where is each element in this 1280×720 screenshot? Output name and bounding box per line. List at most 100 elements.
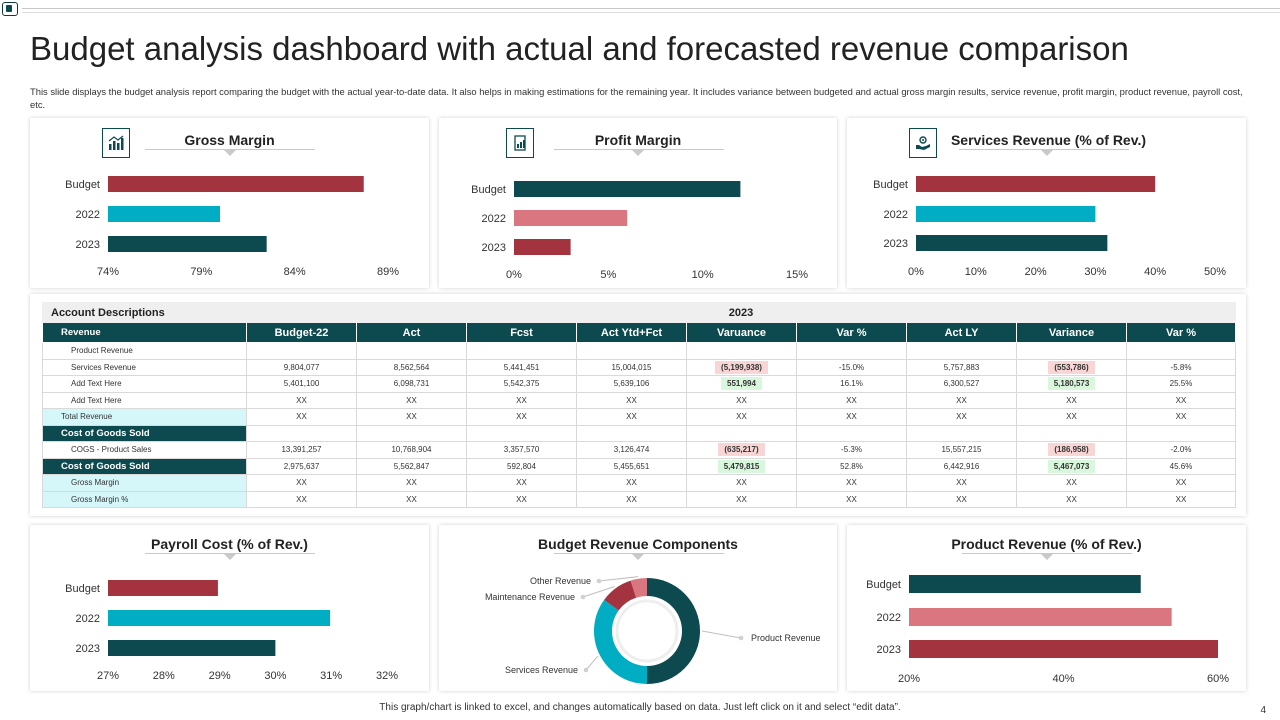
table-cell: XX	[906, 474, 1017, 492]
tick-label: 10%	[692, 269, 714, 281]
table-cell: XX	[1125, 391, 1237, 409]
slice-product-revenue	[647, 578, 700, 684]
tick-label: 27%	[97, 670, 119, 682]
tick-label: 40%	[1144, 266, 1166, 278]
column-header: Variance	[1016, 322, 1127, 343]
row-label: Total Revenue	[42, 408, 247, 426]
tick-label: 29%	[209, 670, 231, 682]
bar-2022	[108, 610, 331, 626]
table-cell: 551,994	[686, 375, 797, 393]
services-revenue-chart: Budget 2022 2023 0% 10% 20% 30% 40% 50%	[873, 176, 1226, 278]
table-cell	[796, 424, 907, 442]
table-cell: XX	[356, 408, 467, 426]
category-label: 2022	[76, 209, 100, 221]
category-label: 2022	[76, 613, 100, 625]
row-label: Gross Margin	[42, 474, 247, 492]
slice-label: Maintenance Revenue	[485, 592, 575, 602]
column-header: Act Ytd+Fct	[576, 322, 687, 343]
row-label: Add Text Here	[42, 391, 247, 409]
slice-other-revenue	[630, 578, 647, 598]
table-cell: XX	[466, 391, 577, 409]
table-cell: 6,300,527	[906, 375, 1017, 393]
bar-2022	[514, 210, 628, 226]
table-cell: (186,958)	[1016, 441, 1127, 459]
table-cell: 5,562,847	[356, 457, 467, 475]
table-cell: XX	[466, 408, 577, 426]
table-cell: XX	[246, 490, 357, 508]
category-label: 2023	[884, 238, 908, 250]
table-row: COGS - Product Sales 13,391,257 10,768,904…	[42, 441, 1237, 459]
page-title: Budget analysis dashboard with actual an…	[30, 30, 1129, 67]
bar-2022	[916, 206, 1096, 222]
table-cell: XX	[1125, 408, 1237, 426]
table-cell: XX	[1016, 474, 1127, 492]
table-row: Total Revenue XX XX XX XX XX XX XX XX XX	[42, 408, 1237, 426]
row-label: Gross Margin %	[42, 490, 247, 508]
table-cell	[356, 424, 467, 442]
budget-table-panel: Account Descriptions 2023 Revenue Budget-…	[30, 294, 1246, 516]
table-row: Add Text Here XX XX XX XX XX XX XX XX XX	[42, 391, 1237, 409]
table-cell	[796, 342, 907, 360]
table-cell: 13,391,257	[246, 441, 357, 459]
table-cell: (553,786)	[1016, 358, 1127, 376]
row-label: Cost of Goods Sold	[42, 457, 247, 475]
budget-revenue-components-title: Budget Revenue Components	[538, 536, 738, 552]
column-header: Budget-22	[246, 322, 357, 343]
category-label: 2022	[482, 213, 506, 225]
table-cell: 5,441,451	[466, 358, 577, 376]
category-label: 2022	[884, 209, 908, 221]
table-cell: -5.3%	[796, 441, 907, 459]
category-label: Budget	[866, 579, 901, 591]
account-descriptions-label: Account Descriptions	[42, 302, 247, 323]
tick-label: 15%	[786, 269, 808, 281]
table-cell	[356, 342, 467, 360]
table-cell	[1125, 342, 1237, 360]
table-cell	[576, 342, 687, 360]
tick-label: 10%	[965, 266, 987, 278]
category-label: Budget	[65, 583, 100, 595]
payroll-cost-chart: Budget 2022 2023 27% 28% 29% 30% 31% 32%	[65, 580, 398, 682]
table-cell: XX	[1125, 490, 1237, 508]
table-cell: 52.8%	[796, 457, 907, 475]
table-cell: XX	[576, 474, 687, 492]
table-cell: XX	[356, 490, 467, 508]
document-chart-icon	[506, 128, 534, 158]
tick-label: 84%	[284, 266, 306, 278]
table-row: Cost of Goods Sold 2,975,637 5,562,847 592,…	[42, 457, 1237, 475]
tick-label: 40%	[1052, 673, 1074, 685]
profit-margin-title: Profit Margin	[594, 132, 682, 148]
bar-2023	[909, 640, 1218, 658]
table-cell	[906, 342, 1017, 360]
category-label: Budget	[873, 179, 908, 191]
table-cell: XX	[1016, 408, 1127, 426]
table-cell	[466, 342, 577, 360]
tick-label: 28%	[153, 670, 175, 682]
table-cell: 5,180,573	[1016, 375, 1127, 393]
table-cell	[1016, 342, 1127, 360]
table-cell: 25.5%	[1125, 375, 1237, 393]
table-cell: XX	[796, 490, 907, 508]
table-cell	[1016, 424, 1127, 442]
table-row: Services Revenue 9,804,077 8,562,564 5,441,…	[42, 358, 1237, 376]
bar-2023	[514, 239, 571, 255]
tick-label: 20%	[898, 673, 920, 685]
table-cell: XX	[1016, 391, 1127, 409]
gross-margin-chart: Budget 2022 2023 74% 79% 84% 89%	[65, 176, 399, 278]
page-number: 4	[1260, 705, 1266, 716]
table-cell: 15,557,215	[906, 441, 1017, 459]
logo-icon	[2, 2, 18, 16]
table-cell	[246, 342, 357, 360]
table-cell: 10,768,904	[356, 441, 467, 459]
services-revenue-panel: Services Revenue (% of Rev.) Budget 2022 2…	[847, 118, 1246, 288]
category-label: Budget	[65, 179, 100, 191]
product-revenue-panel: Product Revenue (% of Rev.) Budget 2022 20…	[847, 525, 1246, 691]
table-cell	[686, 424, 797, 442]
tick-label: 31%	[320, 670, 342, 682]
table-cell: -5.8%	[1125, 358, 1237, 376]
tick-label: 74%	[97, 266, 119, 278]
page-description: This slide displays the budget analysis …	[30, 86, 1243, 110]
tick-label: 20%	[1025, 266, 1047, 278]
table-cell: 5,467,073	[1016, 457, 1127, 475]
bar-chart-icon	[102, 128, 130, 158]
budget-table: Account Descriptions 2023 Revenue Budget-…	[42, 302, 1237, 508]
